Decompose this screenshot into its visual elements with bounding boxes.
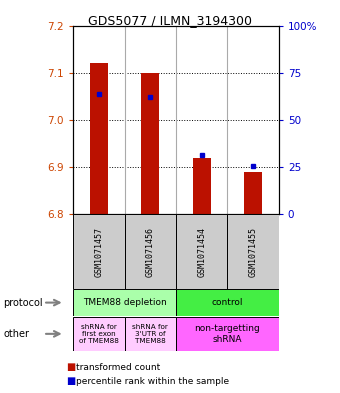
Bar [73, 214, 124, 289]
Text: shRNA for
first exon
of TMEM88: shRNA for first exon of TMEM88 [79, 324, 119, 344]
Bar [90, 63, 108, 214]
Bar [124, 317, 176, 351]
Bar [73, 289, 176, 316]
Text: GSM1071457: GSM1071457 [94, 226, 103, 277]
Bar [227, 214, 279, 289]
Bar [176, 214, 227, 289]
Text: shRNA for
3'UTR of
TMEM88: shRNA for 3'UTR of TMEM88 [132, 324, 168, 344]
Text: GSM1071454: GSM1071454 [197, 226, 206, 277]
Text: percentile rank within the sample: percentile rank within the sample [76, 377, 230, 386]
Bar [244, 172, 262, 214]
Text: GSM1071456: GSM1071456 [146, 226, 155, 277]
Text: ■: ■ [66, 376, 75, 386]
Text: other: other [3, 329, 29, 339]
Bar [176, 289, 279, 316]
Text: TMEM88 depletion: TMEM88 depletion [83, 298, 166, 307]
Text: non-targetting
shRNA: non-targetting shRNA [194, 324, 260, 344]
Bar [193, 158, 211, 214]
Text: ■: ■ [66, 362, 75, 373]
Text: protocol: protocol [3, 298, 43, 308]
Bar [141, 73, 159, 214]
Text: transformed count: transformed count [76, 363, 161, 372]
Bar [124, 214, 176, 289]
Text: control: control [211, 298, 243, 307]
Bar [73, 317, 124, 351]
Text: GSM1071455: GSM1071455 [249, 226, 258, 277]
Text: GDS5077 / ILMN_3194300: GDS5077 / ILMN_3194300 [88, 14, 252, 27]
Bar [176, 317, 279, 351]
